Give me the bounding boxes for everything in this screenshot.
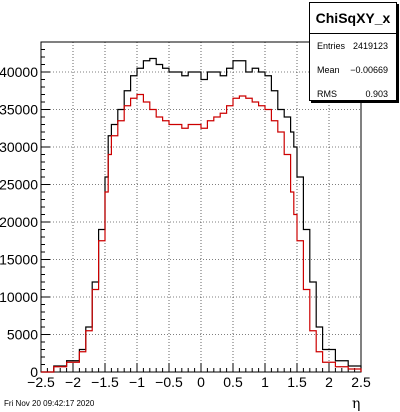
y-tick-label: 10000 — [0, 289, 38, 305]
stats-label: Entries — [317, 41, 346, 51]
stats-value: 2419123 — [352, 41, 388, 51]
x-tick-label: −2.5 — [27, 374, 55, 390]
series-line-red — [41, 93, 362, 373]
y-tick-label: 30000 — [0, 139, 38, 155]
timestamp: Fri Nov 20 09:42:17 2020 — [4, 399, 95, 408]
x-tick-label: 2.5 — [351, 374, 371, 390]
stats-title: ChiSqXY_x — [310, 3, 396, 34]
x-tick-label: 1 — [261, 374, 269, 390]
x-tick-label: −1.5 — [91, 374, 119, 390]
x-tick-label: 1.5 — [287, 374, 307, 390]
histogram-series — [41, 57, 362, 373]
y-tick-labels: 0 5000 10000 15000 20000 25000 30000 35000 40000 — [0, 64, 38, 380]
y-tick-label: 0 — [30, 364, 38, 380]
x-tick-label: 0 — [197, 374, 205, 390]
x-tick-label: 0.5 — [223, 374, 243, 390]
y-tick-label: 20000 — [0, 214, 38, 230]
y-tick-label: 35000 — [0, 102, 38, 118]
stats-row-rms: RMS 0.903 — [310, 82, 396, 106]
stats-row-entries: Entries 2419123 — [310, 34, 396, 58]
y-tick-label: 40000 — [0, 64, 38, 80]
series-line-black — [41, 57, 362, 373]
y-tick-label: 25000 — [0, 177, 38, 193]
y-tick-label: 5000 — [7, 327, 38, 343]
x-tick-labels: −2.5 −2 −1.5 −1 −0.5 0 0.5 1 1.5 2 2.5 — [27, 374, 371, 390]
x-tick-label: −0.5 — [155, 374, 183, 390]
stats-label: Mean — [317, 65, 340, 75]
x-axis-title: η — [352, 396, 361, 412]
stats-label: RMS — [317, 89, 337, 99]
y-tick-label: 15000 — [0, 252, 38, 268]
stats-row-mean: Mean −0.00669 — [310, 58, 396, 82]
x-tick-label: −2 — [65, 374, 81, 390]
stats-value: 0.903 — [365, 89, 388, 99]
axis-ticks — [40, 49, 362, 373]
stats-box: ChiSqXY_x Entries 2419123 Mean −0.00669 … — [309, 2, 397, 101]
stats-value: −0.00669 — [350, 65, 388, 75]
x-tick-label: −1 — [129, 374, 145, 390]
x-tick-label: 2 — [325, 374, 333, 390]
